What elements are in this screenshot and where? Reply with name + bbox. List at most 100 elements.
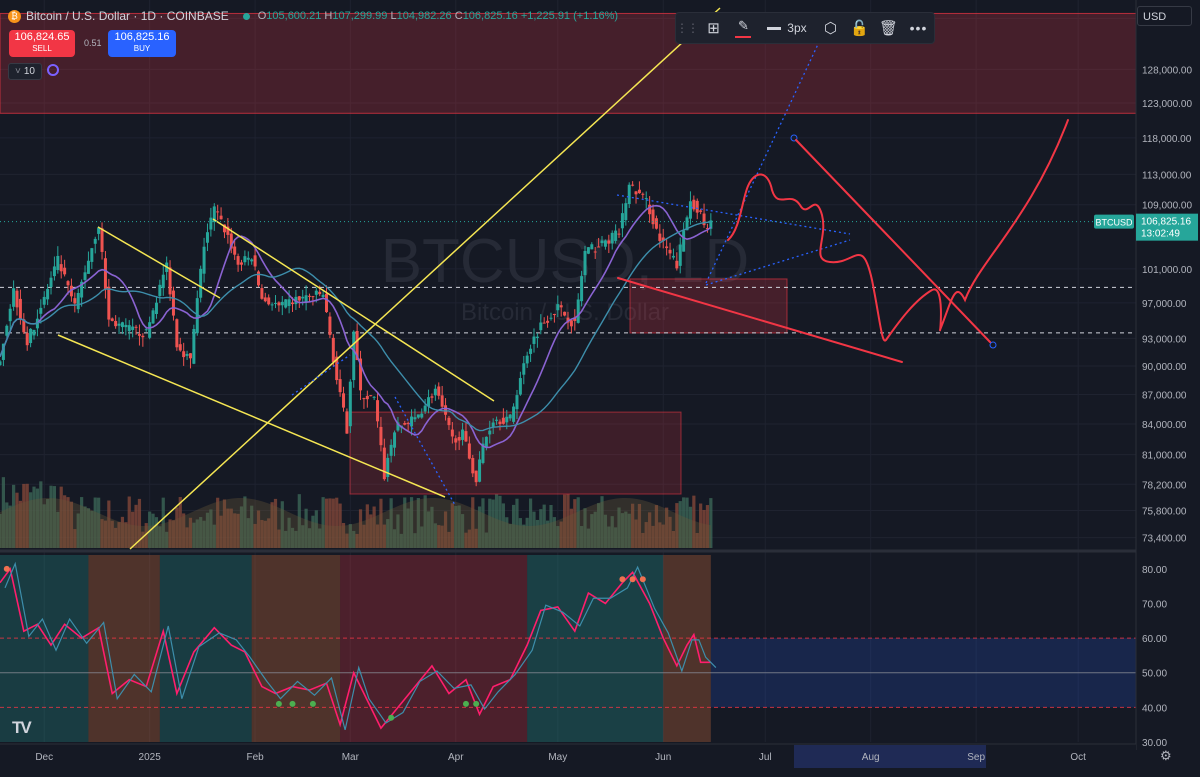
- currency-select[interactable]: USD: [1137, 6, 1192, 26]
- volume-bar: [648, 512, 652, 548]
- overbought-dot: [639, 576, 646, 583]
- candle-body: [512, 406, 516, 422]
- candle-body: [59, 264, 63, 272]
- candle-body: [668, 249, 672, 254]
- volume-bar: [297, 494, 301, 548]
- volume-bar: [154, 517, 159, 548]
- sell-button[interactable]: 106,824.65 SELL: [9, 30, 75, 57]
- volume-bar: [15, 492, 19, 548]
- candle-body: [212, 206, 216, 223]
- volume-bar: [107, 500, 111, 548]
- candle-body: [498, 421, 502, 425]
- symbol-tag: [1094, 214, 1134, 229]
- buy-button[interactable]: 106,825.16 BUY: [108, 30, 176, 57]
- ohlc-values: O105,600.21 H107,299.99 L104,982.26 C106…: [257, 10, 619, 22]
- candle-body: [365, 395, 369, 400]
- candle-body: [379, 426, 383, 446]
- volume-bar: [110, 520, 114, 548]
- candle-body: [348, 381, 352, 427]
- candle-body: [32, 329, 36, 336]
- oversold-dot: [462, 700, 469, 707]
- candle-body: [25, 332, 29, 346]
- candle-body: [229, 233, 233, 249]
- volume-bar: [484, 532, 488, 548]
- rsi-tick-label: 60.00: [1142, 634, 1167, 645]
- candle-body: [314, 290, 318, 295]
- candle-body: [114, 320, 118, 327]
- volume-bar: [250, 505, 254, 548]
- template-icon[interactable]: ⊞: [707, 20, 720, 37]
- candle-body: [127, 325, 131, 332]
- trend-breakout-line: [129, 7, 721, 550]
- candle-body: [569, 320, 573, 327]
- candle-body: [168, 267, 172, 295]
- volume-bar: [80, 497, 84, 548]
- candle-body: [76, 292, 80, 310]
- candle-body: [420, 413, 424, 418]
- moving-averages: [0, 204, 712, 449]
- volume-bar: [35, 488, 40, 548]
- more-icon[interactable]: •••: [909, 20, 928, 36]
- gear-icon[interactable]: ⚙: [1160, 748, 1172, 763]
- candle-body: [444, 405, 448, 415]
- candle-body: [304, 295, 308, 302]
- candle-body: [637, 189, 641, 194]
- candle-body: [566, 317, 570, 323]
- candle-body: [620, 213, 624, 229]
- time-tick-label: Feb: [246, 752, 264, 763]
- candle-body: [695, 200, 699, 213]
- candle-body: [484, 436, 488, 448]
- candle-body: [15, 290, 19, 308]
- indicator-icon[interactable]: [47, 64, 59, 76]
- volume-bar: [8, 505, 12, 548]
- price-tick-label: 113,000.00: [1142, 170, 1192, 181]
- candle-body: [705, 228, 709, 230]
- candle-body: [39, 307, 43, 314]
- volume-bar: [352, 530, 356, 548]
- candle-body: [559, 305, 563, 308]
- volume-bar: [637, 503, 642, 548]
- candle-body: [66, 281, 70, 286]
- trash-icon[interactable]: 🗑: [879, 20, 899, 37]
- candle-body: [389, 444, 393, 456]
- tradingview-logo[interactable]: TV: [12, 718, 32, 737]
- ma-slow-line: [0, 221, 711, 432]
- indicator-collapse-button[interactable]: ˅ 10: [8, 63, 42, 80]
- volume-bar: [522, 524, 526, 548]
- settings-icon[interactable]: ⬡: [823, 20, 838, 37]
- volume-bar: [253, 523, 257, 548]
- volume-bar: [73, 529, 77, 548]
- volume-bar: [304, 508, 308, 548]
- volume-bar: [117, 522, 121, 548]
- candle-body: [624, 203, 628, 221]
- channel-upper-line: [97, 226, 221, 299]
- line-color-button[interactable]: ✎: [729, 12, 758, 44]
- volume-bar: [545, 520, 550, 548]
- volume-bar: [409, 497, 414, 548]
- volume-bar: [192, 522, 196, 548]
- candle-body: [467, 443, 471, 459]
- volume-bar: [369, 514, 373, 548]
- descending-trendline: [795, 139, 991, 343]
- candle-body: [641, 193, 645, 195]
- candles: [0, 181, 713, 487]
- candle-body: [100, 228, 104, 252]
- drag-handle-icon[interactable]: ⋮⋮: [676, 21, 699, 35]
- volume-bar: [151, 513, 155, 548]
- volume-bar: [83, 506, 87, 548]
- lock-icon[interactable]: 🔓: [850, 20, 869, 37]
- line-width-button[interactable]: 3px: [758, 12, 816, 44]
- volume-bar: [580, 526, 584, 548]
- dotted-segment: [291, 354, 351, 396]
- volume-bar: [562, 494, 567, 548]
- symbol-title[interactable]: Bitcoin / U.S. Dollar · 1D · COINBASE: [26, 9, 229, 23]
- volume-bar: [5, 502, 9, 548]
- price-tick-label: 128,000.00: [1142, 65, 1192, 76]
- volume-bar: [505, 517, 509, 548]
- time-tick-label: May: [548, 752, 567, 763]
- volume-bar: [392, 529, 397, 548]
- candle-body: [654, 218, 658, 229]
- candle-body: [505, 416, 509, 423]
